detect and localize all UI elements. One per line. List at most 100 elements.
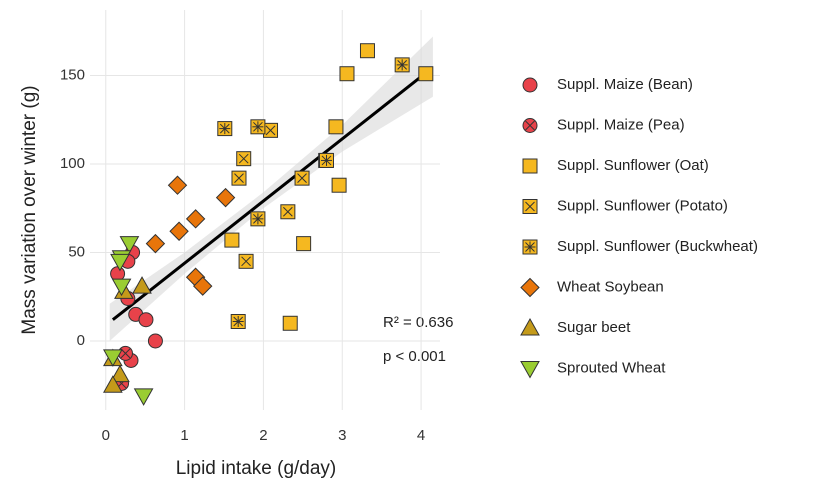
legend-marker [520, 317, 540, 336]
legend-marker [520, 277, 540, 298]
point [119, 236, 140, 254]
y-tick-label: 100 [60, 155, 85, 172]
x-tick-label: 3 [338, 427, 346, 444]
diamond [193, 276, 213, 296]
point [147, 333, 163, 349]
point [318, 152, 334, 168]
legend-marker [520, 361, 540, 379]
triangle [520, 361, 540, 379]
glyph [265, 125, 276, 136]
glyph [234, 173, 244, 183]
legend-label: Sugar beet [557, 319, 631, 336]
circle [138, 312, 154, 328]
point [282, 315, 298, 331]
square [522, 158, 538, 174]
legend-label: Suppl. Sunflower (Buckwheat) [557, 238, 758, 255]
point [263, 122, 279, 138]
legend-label: Suppl. Sunflower (Oat) [557, 157, 709, 174]
diamond [169, 221, 189, 241]
glyph [525, 201, 535, 212]
point [294, 170, 310, 186]
glyph [238, 153, 249, 164]
triangle [119, 236, 140, 254]
circle [147, 333, 163, 349]
legend-label: Suppl. Sunflower (Potato) [557, 197, 728, 214]
point [110, 364, 130, 383]
triangle [111, 278, 132, 297]
square [339, 66, 355, 82]
point [238, 253, 254, 269]
triangle [133, 388, 154, 406]
point [217, 121, 233, 137]
point [103, 349, 123, 367]
point [250, 211, 266, 227]
point [394, 57, 410, 73]
triangle [103, 349, 123, 367]
point [331, 177, 347, 193]
legend-marker [522, 77, 538, 93]
diamond [167, 175, 188, 195]
legend-marker [522, 118, 538, 133]
point [167, 175, 188, 195]
triangle [132, 276, 152, 294]
diamond [520, 277, 540, 298]
confidence-band [109, 36, 433, 341]
square [328, 119, 344, 135]
diamond [185, 209, 206, 229]
diamond [215, 187, 236, 208]
y-tick-label: 0 [77, 332, 85, 349]
point [230, 314, 246, 330]
y-tick-label: 50 [68, 243, 85, 260]
y-tick-label: 150 [60, 66, 85, 83]
x-axis-title: Lipid intake (g/day) [176, 458, 337, 479]
point [236, 151, 252, 167]
point [145, 233, 166, 254]
legend-marker [522, 239, 538, 255]
point [359, 43, 375, 59]
legend-label: Suppl. Maize (Pea) [557, 116, 685, 133]
point [169, 221, 189, 241]
square [418, 66, 434, 82]
glyph [241, 256, 251, 267]
legend-label: Suppl. Maize (Bean) [557, 76, 693, 93]
point [132, 276, 152, 294]
regression-line [111, 74, 424, 321]
point [185, 209, 206, 229]
triangle [520, 317, 540, 336]
legend-label: Wheat Soybean [557, 278, 664, 295]
glyph [120, 348, 131, 359]
point [224, 232, 240, 248]
annotation: p < 0.001 [383, 348, 446, 365]
point [215, 187, 236, 208]
point [250, 119, 266, 135]
point [339, 66, 355, 82]
point [231, 170, 247, 186]
legend-marker [522, 199, 538, 214]
x-tick-label: 4 [417, 427, 425, 444]
y-axis-title: Mass variation over winter (g) [19, 85, 40, 334]
legend-label: Sprouted Wheat [557, 359, 666, 376]
point [117, 345, 133, 361]
annotation: R² = 0.636 [383, 314, 453, 331]
point [103, 375, 123, 393]
glyph [525, 120, 535, 131]
point [280, 204, 296, 220]
point [193, 276, 213, 296]
square [282, 315, 298, 331]
x-tick-label: 2 [259, 427, 267, 444]
x-tick-label: 0 [102, 427, 110, 444]
legend-marker [522, 158, 538, 174]
x-tick-label: 1 [180, 427, 188, 444]
point [328, 119, 344, 135]
glyph [297, 173, 307, 183]
square [359, 43, 375, 59]
circle [522, 77, 538, 93]
point [133, 388, 154, 406]
point [138, 312, 154, 328]
square [331, 177, 347, 193]
square [296, 236, 312, 252]
point [418, 66, 434, 82]
point [296, 236, 312, 252]
triangle [110, 253, 130, 272]
